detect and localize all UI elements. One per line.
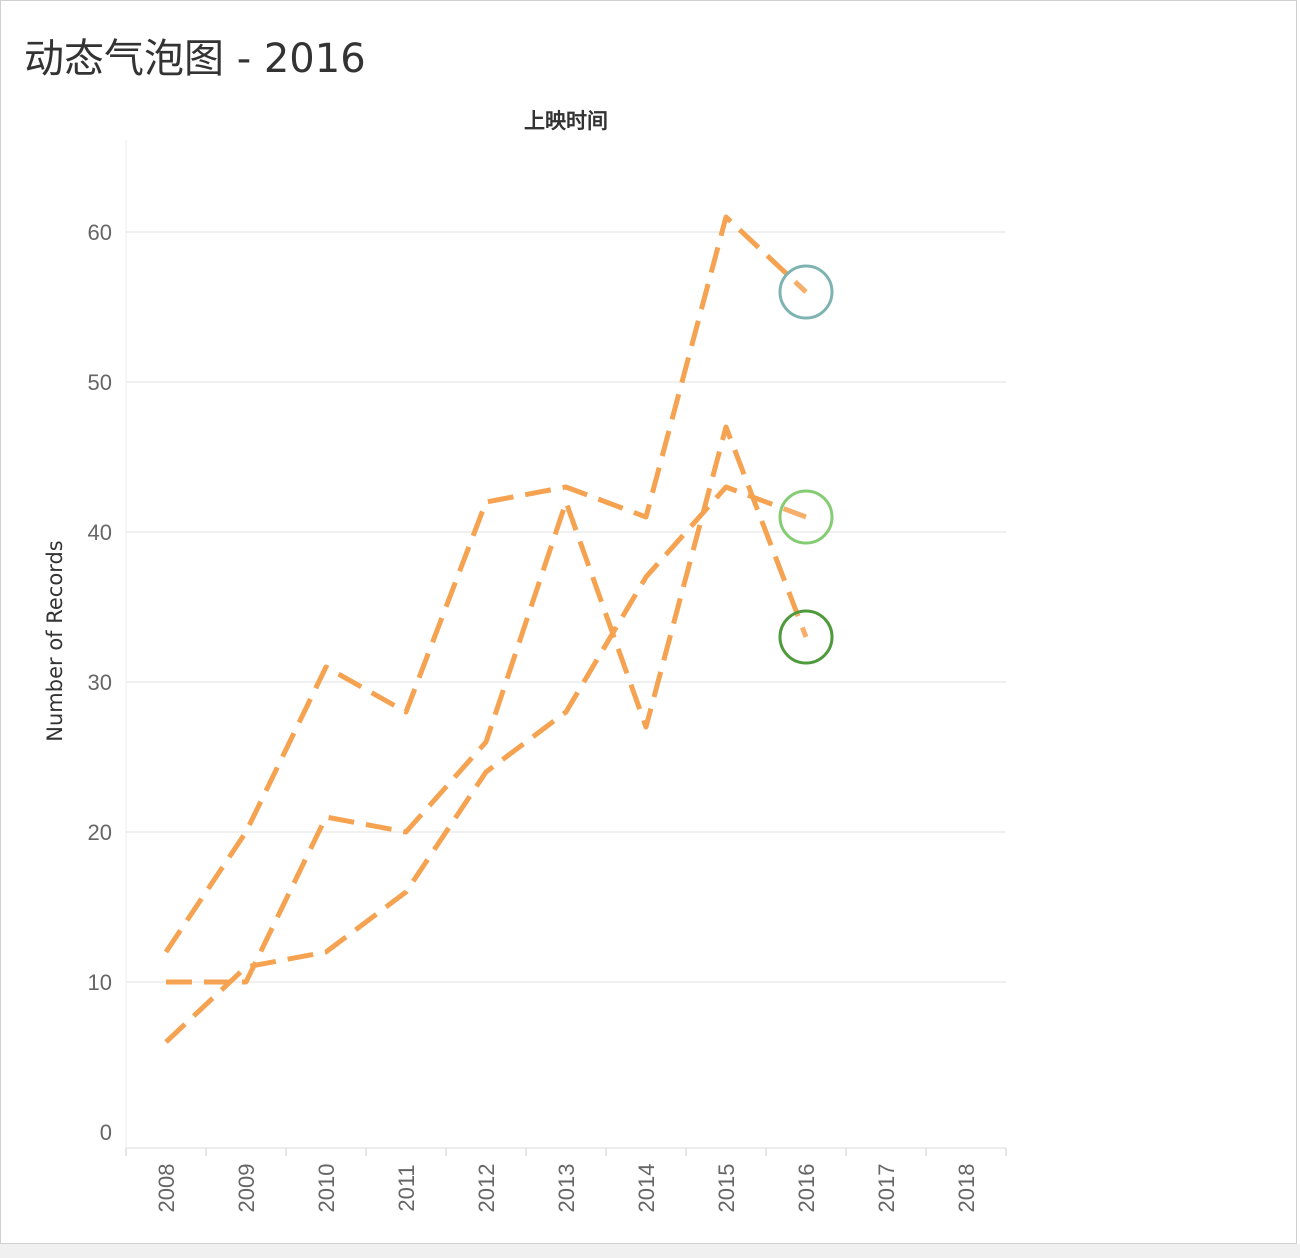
y-tick-label: 20	[88, 820, 112, 845]
x-tick-label: 2015	[714, 1164, 739, 1213]
x-tick-label: 2008	[154, 1164, 179, 1213]
x-tick-label: 2009	[234, 1164, 259, 1213]
x-tick-label: 2012	[474, 1164, 499, 1213]
y-axis-title: Number of Records	[43, 540, 67, 741]
series-3-point	[404, 830, 408, 834]
y-tick-label: 60	[88, 220, 112, 245]
series-3-point	[644, 725, 648, 729]
y-tick-label: 40	[88, 520, 112, 545]
series-3-point	[324, 815, 328, 819]
series-1-point	[164, 950, 168, 954]
series-1-point	[404, 710, 408, 714]
axis-layer: 0 10 20 30 40 50 60 2008 2009 2010 2011 2012 2013 201…	[88, 220, 1007, 1213]
bottom-strip	[0, 1244, 1300, 1258]
x-tick-label: 2013	[554, 1164, 579, 1213]
series-1-point	[644, 515, 648, 519]
series-1-point	[564, 485, 568, 489]
y-tick-label: 10	[88, 970, 112, 995]
series-2-point	[564, 710, 568, 714]
series-3-point	[564, 500, 568, 504]
y-tick-label: 30	[88, 670, 112, 695]
series-1-point	[324, 665, 328, 669]
series-3-point	[244, 980, 248, 984]
bubble-marker-1[interactable]	[778, 264, 834, 320]
series-1-point	[724, 215, 728, 219]
series-layer	[163, 214, 809, 1044]
marker-layer	[778, 264, 834, 665]
series-2-point	[404, 890, 408, 894]
y-tick-label: 50	[88, 370, 112, 395]
x-tick-label: 2017	[874, 1164, 899, 1213]
y-tick-label: 0	[100, 1120, 112, 1145]
series-3-point	[724, 425, 728, 429]
series-3-point	[484, 740, 488, 744]
series-2-point	[724, 485, 728, 489]
x-tick-label: 2014	[634, 1164, 659, 1213]
x-tick-label: 2016	[794, 1164, 819, 1213]
bubble-marker-2[interactable]	[778, 489, 834, 545]
series-3-point	[164, 980, 168, 984]
series-line-1	[163, 214, 808, 954]
x-tick-label: 2011	[394, 1164, 419, 1211]
series-2-point	[244, 965, 248, 969]
series-2-point	[164, 1040, 168, 1044]
series-2-point	[324, 950, 328, 954]
series-2-point	[484, 770, 488, 774]
bubble-marker-3[interactable]	[778, 609, 834, 665]
x-tick-label: 2018	[954, 1164, 979, 1213]
series-2-point	[644, 575, 648, 579]
series-line-2	[164, 484, 807, 1044]
series-1-point	[244, 830, 248, 834]
x-tick-label: 2010	[314, 1164, 339, 1213]
series-line-3	[166, 424, 809, 985]
chart-title: 动态气泡图 - 2016	[24, 36, 366, 82]
series-1-point	[484, 500, 488, 504]
grid-layer	[125, 140, 1006, 1148]
x-axis-header: 上映时间	[524, 109, 608, 133]
